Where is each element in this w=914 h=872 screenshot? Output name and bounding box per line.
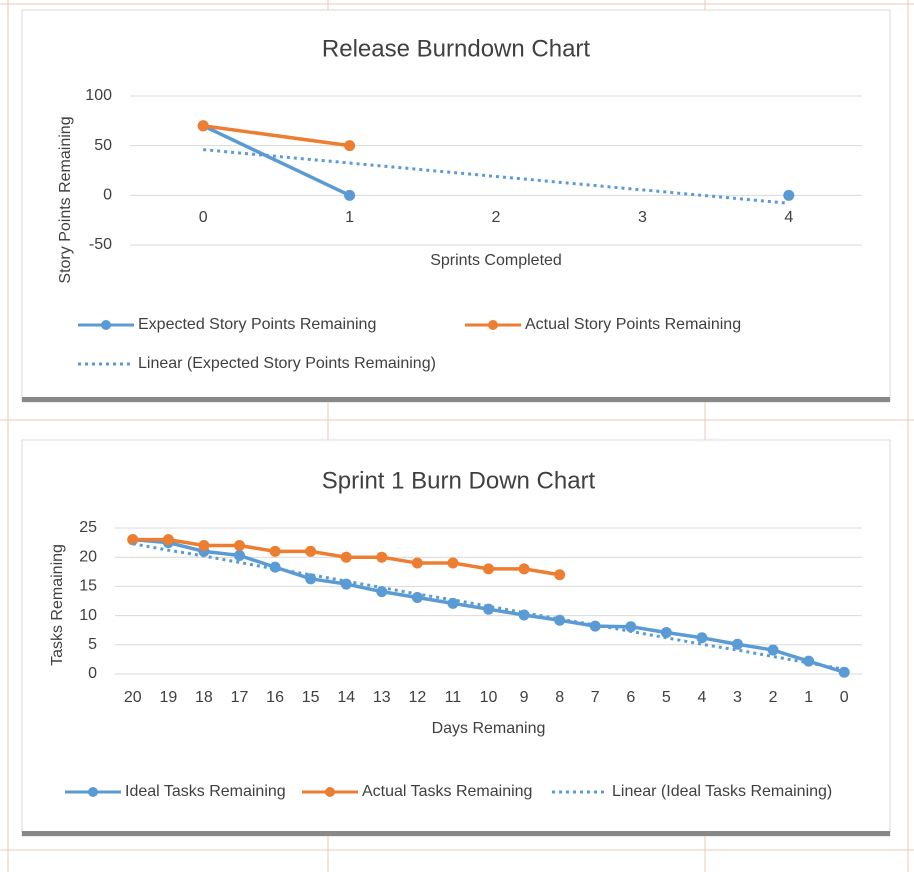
point <box>554 614 566 626</box>
x-tick-label: 0 <box>199 209 208 226</box>
chart: Release Burndown Chart -50 0 50 100 0 1 2 3 4 Spri… <box>21 9 891 403</box>
y-axis-title: Tasks Remaining <box>49 544 66 666</box>
legend-marker <box>488 320 498 330</box>
point <box>344 189 356 201</box>
chart-area <box>21 439 891 837</box>
y-tick-label: 0 <box>103 187 112 204</box>
point <box>269 545 281 557</box>
legend-marker <box>325 787 335 797</box>
legend-label: Ideal Tasks Remaining <box>125 783 286 800</box>
x-tick-label: 11 <box>445 689 462 706</box>
point <box>803 655 815 667</box>
point <box>340 551 352 563</box>
x-tick-label: 12 <box>408 689 426 706</box>
x-tick-label: 5 <box>662 689 671 706</box>
x-tick-label: 14 <box>337 689 355 706</box>
y-axis-title: Story Points Remaining <box>57 116 74 283</box>
x-tick-label: 15 <box>302 689 320 706</box>
chart-bottom-bar <box>22 831 890 836</box>
point <box>838 666 850 678</box>
point <box>767 644 779 656</box>
x-tick-label: 0 <box>840 689 849 706</box>
chart-bottom-bar <box>22 397 890 402</box>
point <box>376 586 388 598</box>
x-tick-label: 2 <box>492 209 501 226</box>
x-tick-label: 3 <box>638 209 647 226</box>
x-tick-label: 17 <box>231 689 249 706</box>
point <box>198 540 210 552</box>
point <box>197 120 209 132</box>
point <box>660 627 672 639</box>
point <box>234 540 245 552</box>
x-tick-label: 7 <box>591 689 600 706</box>
x-axis-title: Days Remaning <box>432 720 546 737</box>
y-tick-label: 10 <box>79 607 97 624</box>
trend-line <box>132 542 845 671</box>
legend-label: Expected Story Points Remaining <box>138 316 376 333</box>
point <box>518 563 530 575</box>
x-tick-label: 1 <box>345 209 354 226</box>
x-tick-label: 2 <box>769 689 778 706</box>
y-tick-label: 15 <box>79 578 97 595</box>
point <box>344 140 356 152</box>
x-tick-label: 18 <box>195 689 213 706</box>
x-tick-label: 4 <box>784 209 793 226</box>
y-tick-label: 5 <box>88 636 97 653</box>
y-tick-label: 50 <box>94 137 112 154</box>
legend-label: Linear (Ideal Tasks Remaining) <box>612 783 832 800</box>
legend-label: Linear (Expected Story Points Remaining) <box>138 355 436 372</box>
y-tick-label: 25 <box>79 519 97 536</box>
legend-label: Actual Tasks Remaining <box>362 783 532 800</box>
point <box>376 551 388 563</box>
x-tick-label: 19 <box>159 689 177 706</box>
x-tick-label: 13 <box>373 689 391 706</box>
x-tick-label: 9 <box>520 689 529 706</box>
point <box>783 189 795 201</box>
x-tick-label: 20 <box>124 689 142 706</box>
legend-marker <box>101 320 111 330</box>
point <box>625 621 637 633</box>
x-tick-label: 10 <box>480 689 498 706</box>
y-tick-label: 0 <box>88 665 97 682</box>
series-line <box>202 124 350 148</box>
point <box>483 563 494 575</box>
y-tick-label: -50 <box>89 236 112 253</box>
point <box>411 591 423 603</box>
x-tick-label: 1 <box>804 689 813 706</box>
point <box>554 569 566 581</box>
x-axis-title: Sprints Completed <box>430 252 562 269</box>
x-tick-label: 3 <box>733 689 742 706</box>
x-tick-label: 8 <box>555 689 564 706</box>
point <box>696 632 708 644</box>
chart-area <box>21 9 891 403</box>
point <box>447 557 459 569</box>
point <box>162 534 174 546</box>
x-tick-label: 4 <box>697 689 706 706</box>
point <box>127 534 139 546</box>
chart-title: Release Burndown Chart <box>322 35 590 62</box>
x-tick-label: 6 <box>626 689 635 706</box>
point <box>732 638 743 650</box>
legend-label: Actual Story Points Remaining <box>525 316 741 333</box>
x-tick-label: 16 <box>266 689 284 706</box>
point <box>305 545 317 557</box>
legend-marker <box>88 787 98 797</box>
y-tick-label: 20 <box>79 548 97 565</box>
y-tick-label: 100 <box>85 87 112 104</box>
trend-line <box>203 148 789 205</box>
chart-title: Sprint 1 Burn Down Chart <box>322 467 596 494</box>
point <box>411 557 423 569</box>
point <box>234 549 245 561</box>
